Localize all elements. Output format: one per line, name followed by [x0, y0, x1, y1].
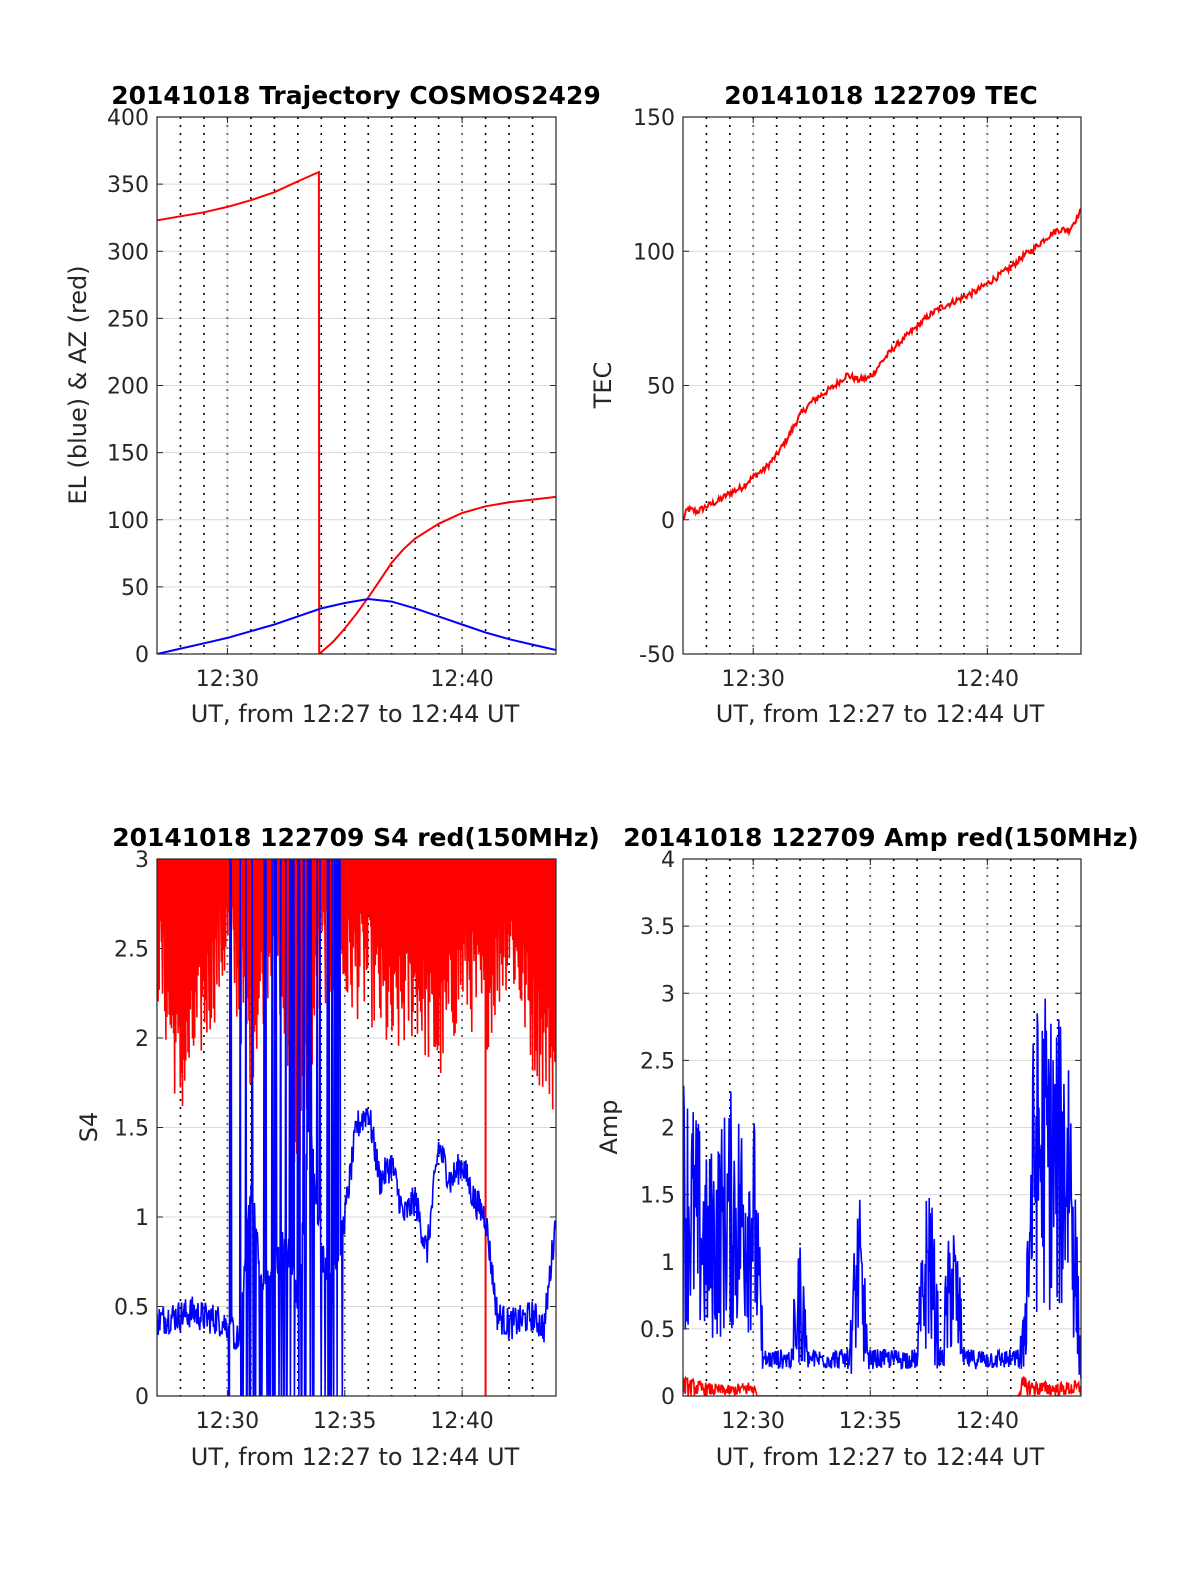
- chart-title: 20141018 122709 TEC: [724, 81, 1037, 110]
- y-tick-label: 4: [661, 848, 675, 873]
- x-axis-label: UT, from 12:27 to 12:44 UT: [191, 1443, 520, 1471]
- y-tick-label: 0: [135, 1385, 149, 1410]
- series-red-line: [683, 208, 1081, 520]
- y-tick-label: 3.5: [640, 915, 675, 940]
- y-tick-label: 100: [633, 240, 675, 265]
- x-tick-label: 12:40: [430, 1409, 493, 1434]
- y-tick-label: 0: [135, 643, 149, 668]
- axes-box: [682, 858, 1082, 1397]
- y-tick-label: 200: [107, 375, 149, 400]
- y-tick-label: 1: [661, 1251, 675, 1276]
- y-tick-label: 100: [107, 509, 149, 534]
- y-axis-label: TEC: [589, 362, 617, 410]
- series-blue-line: [157, 859, 556, 1396]
- y-axis-label: S4: [75, 1112, 103, 1143]
- series-red-line: [683, 1375, 1081, 1396]
- y-tick-label: 2: [661, 1117, 675, 1142]
- y-tick-label: 350: [107, 173, 149, 198]
- y-tick-label: 0: [661, 1385, 675, 1410]
- y-tick-label: 0.5: [640, 1318, 675, 1343]
- y-tick-label: 400: [107, 106, 149, 131]
- x-tick-label: 12:30: [722, 667, 785, 692]
- y-tick-label: 3: [135, 848, 149, 873]
- y-tick-label: 150: [633, 106, 675, 131]
- chart-title: 20141018 122709 Amp red(150MHz): [623, 823, 1139, 852]
- y-tick-label: 1: [135, 1206, 149, 1231]
- axes-box: [682, 116, 1082, 655]
- series-s4-red: [157, 859, 556, 1167]
- chart-s4: 20141018 122709 S4 red(150MHz) UT, from …: [75, 823, 600, 1471]
- plot-area: [157, 170, 556, 654]
- y-tick-label: 2: [135, 1027, 149, 1052]
- series-red-line: [157, 170, 556, 654]
- x-tick-label: 12:35: [313, 1409, 376, 1434]
- x-axis-label: UT, from 12:27 to 12:44 UT: [716, 700, 1045, 728]
- y-axis-label: EL (blue) & AZ (red): [64, 265, 92, 504]
- x-axis-label: UT, from 12:27 to 12:44 UT: [716, 1443, 1045, 1471]
- series-blue-line: [683, 998, 1081, 1380]
- y-tick-label: 1.5: [640, 1184, 675, 1209]
- y-tick-label: 150: [107, 442, 149, 467]
- chart-amp: 20141018 122709 Amp red(150MHz) UT, from…: [595, 823, 1139, 1471]
- chart-trajectory: 20141018 Trajectory COSMOS2429 UT, from …: [64, 81, 601, 728]
- y-tick-label: 250: [107, 307, 149, 332]
- x-tick-label: 12:30: [196, 1409, 259, 1434]
- x-tick-label: 12:40: [430, 667, 493, 692]
- series-blue-line: [157, 597, 556, 654]
- x-tick-label: 12:35: [839, 1409, 902, 1434]
- y-tick-label: 2.5: [114, 938, 149, 963]
- chart-title: 20141018 Trajectory COSMOS2429: [111, 81, 601, 110]
- y-tick-label: -50: [639, 643, 675, 668]
- y-tick-label: 50: [647, 375, 675, 400]
- axes-box: [156, 858, 557, 1397]
- y-axis-label: Amp: [595, 1099, 623, 1154]
- y-tick-label: 3: [661, 982, 675, 1007]
- x-axis-label: UT, from 12:27 to 12:44 UT: [191, 700, 520, 728]
- y-tick-label: 1.5: [114, 1117, 149, 1142]
- x-tick-label: 12:40: [956, 667, 1019, 692]
- y-tick-label: 300: [107, 240, 149, 265]
- y-tick-label: 0: [661, 509, 675, 534]
- x-tick-label: 12:30: [722, 1409, 785, 1434]
- plot-area: [157, 859, 556, 1396]
- chart-tec: 20141018 122709 TEC UT, from 12:27 to 12…: [589, 81, 1082, 728]
- plot-area: [683, 998, 1081, 1396]
- y-tick-label: 50: [121, 576, 149, 601]
- chart-title: 20141018 122709 S4 red(150MHz): [112, 823, 600, 852]
- x-tick-label: 12:40: [956, 1409, 1019, 1434]
- axes-box: [156, 116, 557, 655]
- y-tick-label: 0.5: [114, 1296, 149, 1321]
- x-tick-label: 12:30: [196, 667, 259, 692]
- y-tick-label: 2.5: [640, 1049, 675, 1074]
- plot-area: [683, 208, 1081, 520]
